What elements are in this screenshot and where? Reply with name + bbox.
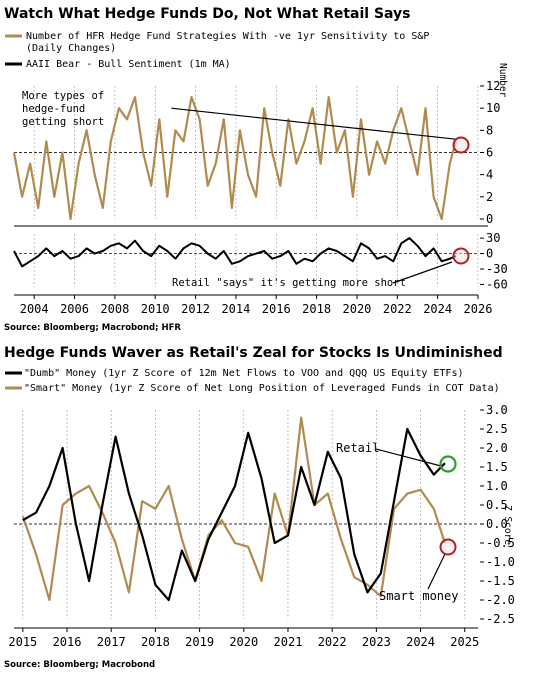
chart2-xtick-label: 2020 [229, 635, 258, 649]
chart2-xtick-label: 2019 [185, 635, 214, 649]
chart2-xtick-label: 2015 [8, 635, 37, 649]
chart2-annotation-retail-pointer [375, 448, 442, 467]
chart2-ytick-label: 1.0 [486, 479, 508, 493]
chart2-ylabel: Z Score [502, 505, 513, 545]
chart2-ytick-label: -1.0 [486, 555, 515, 569]
chart1-x-axis: 2004 2006 2008 2010 2012 2014 2016 2018 2020 2022… [14, 294, 493, 316]
chart1-legend: Number of HFR Hedge Fund Strategies With… [5, 31, 429, 70]
chart1-lower-panel: 30 0-30-60 [13, 231, 508, 291]
chart1-xtick-label: 2022 [383, 302, 412, 316]
chart1-upper-panel: 0 2 4 6 8 10 12 [12, 79, 500, 227]
chart2-ytick-label: -2.5 [486, 612, 515, 626]
chart2-legend-dumb-label: "Dumb" Money (1yr Z Score of 12m Net Flo… [24, 368, 464, 379]
chart1-lower-ytick-label: -60 [486, 277, 508, 291]
chart2-xtick-label: 2018 [141, 635, 170, 649]
chart1-upper-ytick-label: 2 [486, 190, 493, 204]
chart1-lower-ytick-label: 0 [486, 247, 493, 261]
chart2-annotation-smart-pointer [427, 553, 446, 590]
chart1-legend-gold-label-2: (Daily Changes) [26, 43, 116, 54]
chart1-upper-ytick-label: 4 [486, 168, 493, 182]
chart1-upper-series-gold [12, 95, 457, 221]
chart2-series-smart-money [21, 416, 446, 602]
chart1-xtick-label: 2004 [20, 302, 49, 316]
chart1-annotation-line2: hedge-fund [22, 103, 85, 115]
chart1-xtick-label: 2020 [343, 302, 372, 316]
chart2-source: Source: Bloomberg; Macrobond [4, 660, 155, 670]
chart1-xtick-label: 2008 [100, 302, 129, 316]
chart1-xtick-label: 2006 [60, 302, 89, 316]
chart1-lower-ytick-label: -30 [486, 262, 508, 276]
chart2-annotation-smart: Smart money [379, 589, 458, 603]
chart1-lower-red-circle [452, 247, 470, 265]
chart1-upper-ytick-label: 8 [486, 123, 493, 137]
chart2-green-circle [439, 455, 457, 473]
chart1-annotation-hedge: More types of hedge-fund getting short [22, 90, 104, 128]
chart2-plot: 3.0 2.5 2.0 1.5 1.0 0.5 0.0 -0.5 -1.0 -1.5 -2.0 -2.… [14, 403, 515, 626]
chart1-ylabel: Number [497, 63, 508, 98]
chart2-ytick-label: 3.0 [486, 403, 508, 417]
chart2-ytick-label: -1.5 [486, 574, 515, 588]
chart2-xtick-label: 2017 [97, 635, 126, 649]
chart1-xtick-label: 2012 [181, 302, 210, 316]
chart1-upper-ytick-label: 12 [486, 79, 500, 93]
chart1-xtick-label: 2024 [423, 302, 452, 316]
chart2-xtick-label: 2023 [362, 635, 391, 649]
chart2-series-dumb-money [22, 427, 446, 602]
chart2-ytick-label: -0.5 [486, 536, 515, 550]
chart1-upper-ytick-label: 0 [486, 212, 493, 226]
chart2-xtick-label: 2025 [450, 635, 479, 649]
chart2-title: Hedge Funds Waver as Retail's Zeal for S… [4, 345, 503, 361]
chart1-xtick-label: 2026 [464, 302, 493, 316]
chart1-upper-red-circle [452, 136, 470, 154]
chart2-xtick-label: 2022 [318, 635, 347, 649]
chart2-ytick-label: 1.5 [486, 460, 508, 474]
chart2-xtick-label: 2016 [53, 635, 82, 649]
chart1-lower-ytick-label: 30 [486, 231, 500, 245]
chart1-lower-series-black [13, 237, 457, 268]
chart1-annotation-line3: getting short [22, 116, 104, 128]
chart2-ytick-label: 2.5 [486, 422, 508, 436]
chart1-annotation-retail: Retail "says" it's getting more short [172, 277, 406, 289]
chart2-ytick-label: 0.0 [486, 517, 508, 531]
chart1-xtick-label: 2016 [262, 302, 291, 316]
chart1-annotation-line1: More types of [22, 90, 104, 102]
chart1-upper-ytick-label: 6 [486, 146, 493, 160]
chart1-title: Watch What Hedge Funds Do, Not What Reta… [4, 6, 411, 22]
chart1-xtick-label: 2014 [221, 302, 250, 316]
chart1-xtick-label: 2010 [141, 302, 170, 316]
chart2-red-circle [439, 538, 457, 556]
chart1-legend-gold-label: Number of HFR Hedge Fund Strategies With… [26, 31, 429, 42]
chart2-ytick-label: 2.0 [486, 441, 508, 455]
chart2-x-axis: 2015 2016 2017 2018 2019 2020 2021 2022 2023 2024… [8, 627, 479, 649]
chart1-upper-trend-line [171, 107, 456, 140]
chart1-source: Source: Bloomberg; Macrobond; HFR [4, 323, 181, 333]
chart2-annotation-retail: Retail [336, 441, 379, 455]
chart2-ytick-label: 0.5 [486, 498, 508, 512]
chart2-legend-smart-label: "Smart" Money (1yr Z Score of Net Long P… [24, 383, 500, 394]
chart2-legend: "Dumb" Money (1yr Z Score of 12m Net Flo… [5, 368, 500, 394]
chart2-ytick-label: -2.0 [486, 593, 515, 607]
chart2-xtick-label: 2021 [274, 635, 303, 649]
chart1-upper-ytick-label: 10 [486, 101, 500, 115]
chart1-annotation-retail-pointer [392, 261, 453, 284]
chart1-legend-black-label: AAII Bear - Bull Sentiment (1m MA) [26, 59, 231, 70]
chart1-xtick-label: 2018 [302, 302, 331, 316]
chart2-xtick-label: 2024 [406, 635, 435, 649]
